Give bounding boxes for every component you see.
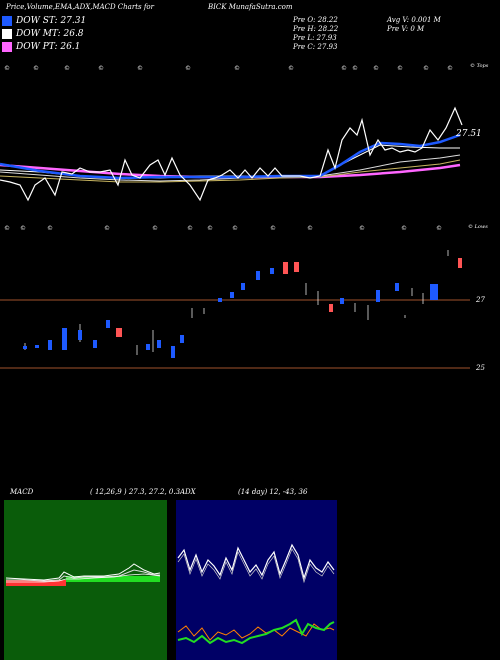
svg-text:©: © [352, 65, 358, 72]
legend-label-dow-mt: DOW MT: 26.8 [16, 29, 84, 39]
candle [340, 298, 344, 304]
candle [78, 330, 82, 340]
macd-line [5, 563, 161, 581]
candle [35, 345, 39, 348]
adx-params: (14 day) 12, -43, 36 [238, 488, 308, 496]
candle [218, 298, 222, 302]
svg-text:©: © [341, 65, 347, 72]
svg-text:©: © [288, 65, 294, 72]
tops-markers: © © © © © © © © © © © © © © [4, 65, 453, 72]
macd-title: MACD [10, 488, 34, 496]
svg-text:©: © [359, 225, 365, 232]
candle [48, 340, 52, 350]
macd-panel [4, 500, 167, 660]
candle [458, 258, 462, 268]
prev-high: Pre H: 28.22 [293, 25, 339, 33]
svg-text:©: © [373, 65, 379, 72]
adx-panel [176, 500, 337, 660]
candle [241, 283, 245, 290]
svg-text:©: © [137, 65, 143, 72]
prev-low: Pre L: 27.93 [293, 34, 337, 42]
adx-title: ADX [180, 488, 196, 496]
legend-swatch-dow-st [2, 16, 12, 26]
legend-label-dow-st: DOW ST: 27.31 [16, 16, 87, 26]
chart-title: Price,Volume,EMA,ADX,MACD Charts for [6, 3, 154, 11]
candle [93, 340, 97, 348]
candles [23, 250, 462, 358]
prev-open: Pre O: 28.22 [293, 16, 338, 24]
svg-text:©: © [307, 225, 313, 232]
candle [106, 320, 110, 328]
di-plus-line [177, 618, 335, 645]
legend-dow-st: DOW ST: 27.31 [2, 16, 86, 26]
macd-hist-red [6, 580, 66, 586]
level-27-label: 27 [476, 296, 485, 304]
legend-swatch-dow-pt [2, 42, 12, 52]
candle [270, 268, 274, 274]
di-minus-line [177, 623, 335, 641]
svg-text:©: © [185, 65, 191, 72]
price-line [0, 106, 463, 202]
candle [430, 284, 438, 300]
macd-signal-line [6, 569, 160, 582]
candle [395, 283, 399, 291]
candle [146, 344, 150, 350]
candle [180, 335, 184, 343]
lows-markers: © © © © © © © © © © © © © [4, 225, 442, 232]
adx-background [176, 500, 337, 660]
adx-line [177, 543, 335, 581]
macd-hist-green [66, 576, 160, 582]
svg-text:©: © [270, 225, 276, 232]
price-last-label: 27.51 [456, 129, 482, 139]
level-25-label: 25 [476, 364, 485, 372]
candle [116, 328, 122, 337]
macd-histogram [6, 576, 160, 586]
candle [157, 340, 161, 348]
candle [171, 346, 175, 358]
prev-volume: Pre V: 0 M [387, 25, 425, 33]
svg-text:©: © [104, 225, 110, 232]
svg-text:©: © [20, 225, 26, 232]
candle [294, 262, 299, 272]
svg-text:©: © [64, 65, 70, 72]
avg-volume: Avg V: 0.001 M [387, 16, 441, 24]
lows-label: © Lows [468, 224, 488, 230]
svg-text:©: © [98, 65, 104, 72]
svg-text:©: © [234, 65, 240, 72]
legend-dow-mt: DOW MT: 26.8 [2, 29, 84, 39]
svg-text:©: © [423, 65, 429, 72]
svg-text:©: © [232, 225, 238, 232]
candle [329, 304, 333, 312]
ema-mid-line-b [0, 159, 461, 183]
svg-text:©: © [33, 65, 39, 72]
candle [23, 346, 27, 349]
macd-params: ( 12,26,9 ) 27.3, 27.2, 0.3 [90, 488, 181, 496]
macd-signal-line-2 [6, 573, 161, 583]
chart-symbol: BICK MunafaSutra.com [208, 3, 293, 11]
svg-text:©: © [401, 225, 407, 232]
candle [283, 262, 288, 274]
svg-text:©: © [397, 65, 403, 72]
svg-text:©: © [436, 225, 442, 232]
svg-text:©: © [4, 65, 10, 72]
legend-label-dow-pt: DOW PT: 26.1 [16, 42, 81, 52]
svg-text:©: © [47, 225, 53, 232]
candle [376, 290, 380, 302]
candle [230, 292, 234, 298]
legend-swatch-dow-mt [2, 29, 12, 39]
tops-label: © Tops [470, 63, 489, 69]
prev-close: Pre C: 27.93 [293, 43, 338, 51]
svg-text:©: © [4, 225, 10, 232]
legend-dow-pt: DOW PT: 26.1 [2, 42, 80, 52]
candle [256, 271, 260, 280]
candle [62, 328, 67, 350]
svg-text:©: © [152, 225, 158, 232]
svg-text:©: © [207, 225, 213, 232]
adx-line-shadow [177, 548, 335, 584]
svg-text:©: © [447, 65, 453, 72]
svg-text:©: © [187, 225, 193, 232]
